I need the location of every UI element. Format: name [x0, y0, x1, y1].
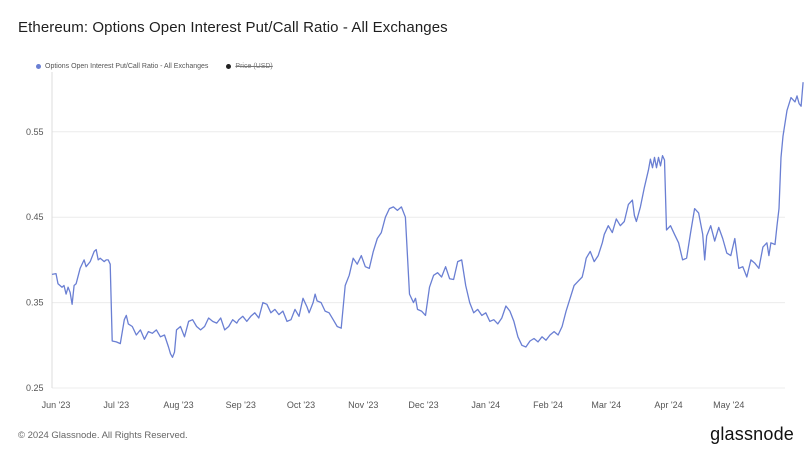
x-tick-label: Mar '24 — [591, 400, 621, 410]
x-tick-label: Jul '23 — [103, 400, 129, 410]
x-tick-label: Feb '24 — [533, 400, 563, 410]
x-tick-label: Jun '23 — [42, 400, 71, 410]
legend-item-price[interactable]: Price (USD) — [226, 63, 273, 70]
x-tick-label: Oct '23 — [287, 400, 315, 410]
legend-item-putcall[interactable]: Options Open Interest Put/Call Ratio - A… — [36, 63, 208, 70]
y-tick-label: 0.55 — [26, 127, 44, 137]
x-tick-label: Jan '24 — [471, 400, 500, 410]
copyright-text: © 2024 Glassnode. All Rights Reserved. — [18, 430, 188, 441]
x-tick-label: Dec '23 — [408, 400, 438, 410]
x-tick-label: Apr '24 — [654, 400, 682, 410]
x-tick-label: Nov '23 — [348, 400, 378, 410]
legend-label-price: Price (USD) — [235, 63, 273, 70]
glassnode-logo: glassnode — [710, 424, 794, 444]
y-tick-label: 0.35 — [26, 298, 44, 308]
chart-title: Ethereum: Options Open Interest Put/Call… — [18, 19, 448, 36]
x-tick-label: May '24 — [713, 400, 744, 410]
y-tick-label: 0.25 — [26, 383, 44, 393]
legend-label-putcall: Options Open Interest Put/Call Ratio - A… — [45, 63, 209, 70]
legend-dot-icon — [36, 64, 41, 69]
series-line-putcall-ratio[interactable] — [51, 82, 804, 358]
x-tick-label: Sep '23 — [226, 400, 256, 410]
chart-legend: Options Open Interest Put/Call Ratio - A… — [36, 63, 291, 70]
x-tick-label: Aug '23 — [163, 400, 193, 410]
legend-dot-icon — [226, 64, 232, 69]
y-tick-label: 0.45 — [26, 212, 44, 222]
